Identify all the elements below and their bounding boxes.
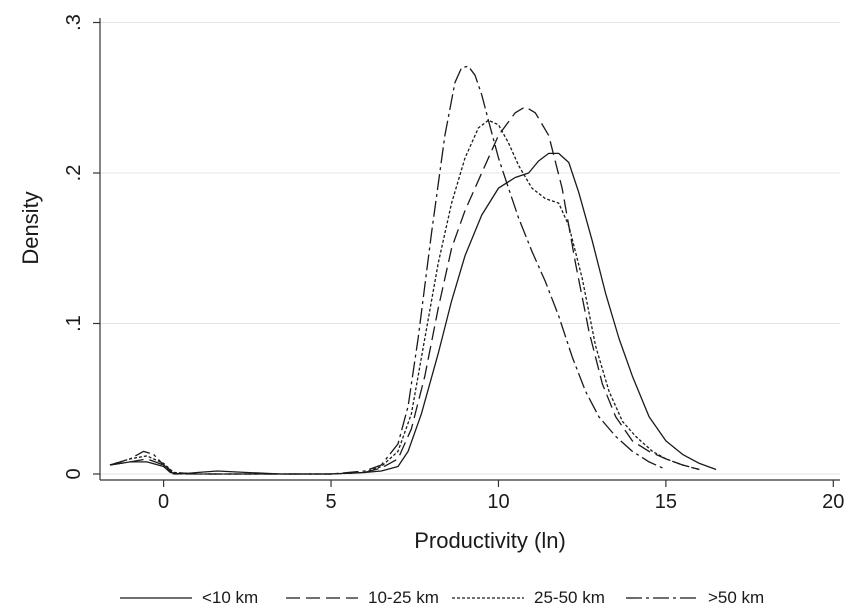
x-tick-label: 10 xyxy=(487,491,509,513)
legend-label-2: 25-50 km xyxy=(534,588,605,607)
x-tick-label: 20 xyxy=(822,491,844,513)
axes: 0 .1 .2 .3 0 5 10 15 20 xyxy=(63,14,844,513)
y-tick-label: 0 xyxy=(63,468,85,479)
x-tick-label: 0 xyxy=(158,491,169,513)
y-tick-label: .1 xyxy=(63,315,85,332)
y-axis-title: Density xyxy=(18,191,43,264)
legend-label-1: 10-25 km xyxy=(368,588,439,607)
legend: <10 km 10-25 km 25-50 km >50 km xyxy=(120,588,764,607)
x-tick-label: 5 xyxy=(325,491,336,513)
series-line-2 xyxy=(109,119,700,475)
series-line-3 xyxy=(109,65,667,475)
y-tick-label: .3 xyxy=(63,14,85,31)
legend-label-0: <10 km xyxy=(202,588,258,607)
x-tick-label: 15 xyxy=(655,491,677,513)
y-tick-label: .2 xyxy=(63,165,85,182)
x-axis-title: Productivity (ln) xyxy=(414,528,566,553)
density-curves xyxy=(109,65,717,475)
legend-label-3: >50 km xyxy=(708,588,764,607)
series-line-0 xyxy=(109,152,717,475)
y-gridlines xyxy=(100,22,840,475)
